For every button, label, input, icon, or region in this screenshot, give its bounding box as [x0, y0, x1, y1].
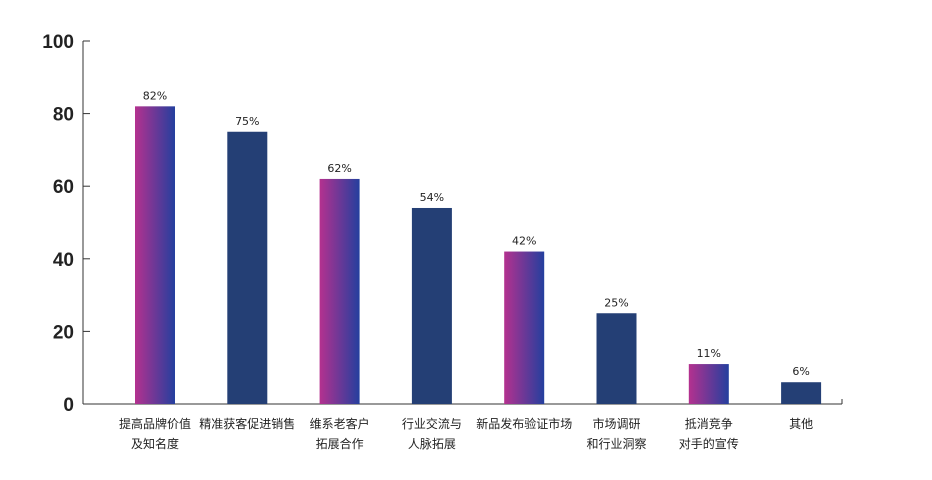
- category-label: 维系老客户: [310, 416, 370, 431]
- category-label: 拓展合作: [316, 436, 364, 451]
- y-tick-label: 0: [63, 395, 74, 416]
- bars: [135, 106, 822, 404]
- y-tick-label: 100: [42, 32, 74, 53]
- category-label: 市场调研: [592, 416, 640, 431]
- data-label: 6%: [792, 365, 809, 378]
- y-axis: 0 20 40 60 80 100: [42, 32, 90, 416]
- category-label: 其他: [789, 417, 813, 431]
- y-tick-label: 60: [53, 177, 74, 198]
- y-tick-label: 20: [53, 322, 74, 343]
- category-label: 及知名度: [131, 436, 179, 451]
- category-label: 精准获客促进销售: [199, 416, 295, 431]
- category-label: 新品发布验证市场: [476, 416, 572, 431]
- category-label: 和行业洞察: [586, 437, 646, 451]
- data-label: 25%: [604, 296, 628, 309]
- category-label: 抵消竞争: [685, 417, 733, 431]
- data-label: 54%: [420, 191, 444, 204]
- bar: [411, 207, 452, 404]
- bar: [781, 382, 822, 404]
- data-labels: 82% 75% 62% 54% 42% 25% 11% 6%: [143, 89, 810, 378]
- category-label: 提高品牌价值: [119, 416, 191, 431]
- bar: [596, 313, 637, 404]
- bar: [135, 106, 175, 404]
- data-label: 75%: [235, 115, 259, 128]
- data-label: 62%: [327, 162, 351, 175]
- bar: [688, 364, 729, 404]
- category-label: 行业交流与: [402, 416, 462, 431]
- data-label: 82%: [143, 89, 167, 102]
- data-label: 42%: [512, 235, 536, 248]
- bar: [504, 251, 545, 404]
- bar: [319, 178, 360, 404]
- bar: [227, 131, 268, 404]
- y-tick-label: 80: [53, 105, 74, 126]
- category-label: 人脉拓展: [408, 436, 456, 451]
- y-tick-label: 40: [53, 250, 74, 271]
- data-label: 11%: [697, 347, 721, 360]
- category-label: 对手的宣传: [679, 436, 739, 451]
